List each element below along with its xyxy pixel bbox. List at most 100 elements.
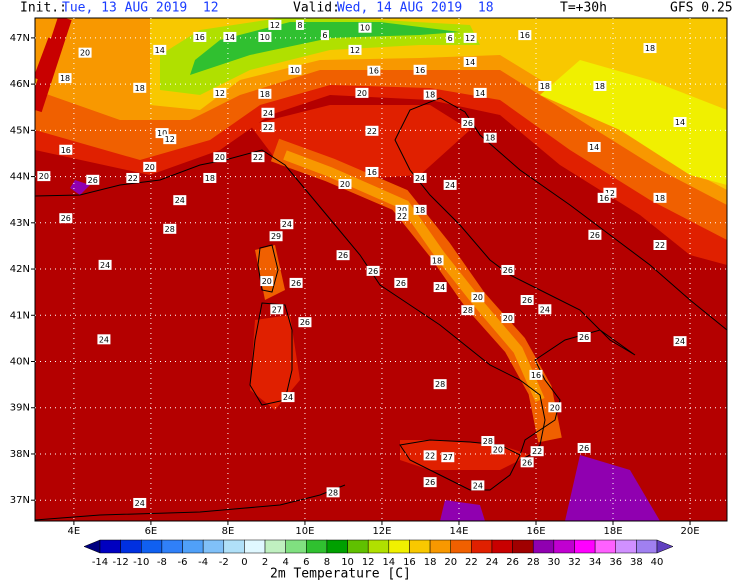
label-box: [463, 56, 477, 67]
temperature-label: 20: [78, 47, 92, 58]
colorbar-tick-label: 32: [568, 557, 581, 568]
y-tick-label: 43N: [10, 218, 30, 229]
label-value: 12: [165, 135, 175, 144]
label-box: [643, 43, 657, 54]
label-box: [395, 210, 409, 221]
label-value: 12: [465, 34, 475, 43]
label-value: 14: [225, 33, 235, 42]
label-value: 26: [579, 444, 589, 453]
temperature-label: 22: [126, 172, 140, 183]
x-tick-label: 6E: [145, 526, 158, 537]
temperature-label: 16: [367, 65, 381, 76]
label-box: [413, 204, 427, 215]
temperature-label: 26: [577, 442, 591, 453]
label-value: 22: [532, 447, 542, 456]
label-box: [320, 30, 329, 41]
label-box: [577, 442, 591, 453]
temperature-label: 14: [587, 141, 601, 152]
x-tick-label: 12E: [372, 526, 391, 537]
temperature-label: 16: [413, 64, 427, 75]
colorbar-bin: [512, 539, 534, 554]
label-box: [269, 231, 283, 242]
label-box: [483, 132, 497, 143]
temperature-label: 8: [295, 19, 304, 30]
label-box: [530, 446, 544, 457]
label-value: 16: [195, 33, 205, 42]
label-box: [289, 277, 303, 288]
temperature-label: 20: [213, 152, 227, 163]
label-box: [213, 87, 227, 98]
label-box: [603, 187, 617, 198]
temperature-label: 14: [153, 44, 167, 55]
label-value: 24: [100, 261, 110, 270]
lead-time: T=+30h: [560, 1, 607, 16]
temperature-label: 26: [336, 250, 350, 261]
temperature-label: 20: [260, 276, 274, 287]
colorbar-tick-label: 14: [382, 557, 395, 568]
label-value: 24: [282, 220, 292, 229]
label-box: [501, 264, 515, 275]
label-value: 27: [443, 453, 453, 462]
label-value: 18: [260, 90, 270, 99]
temperature-label: 24: [538, 304, 552, 315]
label-value: 14: [465, 58, 475, 67]
label-box: [423, 477, 437, 488]
label-box: [673, 336, 687, 347]
colorbar-tick-label: 26: [506, 557, 519, 568]
temperature-label: 12: [163, 134, 177, 145]
colorbar-bin: [574, 539, 596, 554]
label-value: 20: [493, 445, 503, 454]
temperature-label: 18: [58, 73, 72, 84]
label-box: [653, 239, 667, 250]
label-value: 16: [367, 168, 377, 177]
temperature-label: 24: [133, 497, 147, 508]
label-box: [358, 22, 372, 33]
label-value: 26: [463, 119, 473, 128]
temperature-label: 28: [326, 487, 340, 498]
label-value: 12: [350, 46, 360, 55]
label-value: 18: [485, 134, 495, 143]
colorbar-tick-label: -8: [157, 557, 167, 568]
label-box: [430, 255, 444, 266]
temperature-label: 22: [251, 152, 265, 163]
label-value: 12: [270, 21, 280, 30]
label-box: [520, 457, 534, 468]
temperature-label: 14: [673, 117, 687, 128]
label-value: 10: [260, 33, 270, 42]
temperature-label: 18: [538, 80, 552, 91]
temperature-label: 22: [423, 450, 437, 461]
temperature-label: 26: [289, 277, 303, 288]
label-box: [481, 436, 495, 447]
temperature-label: 26: [298, 317, 312, 328]
label-box: [538, 80, 552, 91]
label-value: 18: [425, 91, 435, 100]
label-box: [326, 487, 340, 498]
temperature-label: 20: [37, 171, 51, 182]
temperature-label: 10: [155, 128, 169, 139]
label-value: 20: [215, 153, 225, 162]
temperature-label: 24: [261, 107, 275, 118]
temperature-label: 20: [501, 313, 515, 324]
colorbar-bin: [306, 539, 328, 554]
temperature-label: 20: [548, 402, 562, 413]
colorbar-tick-label: 6: [303, 557, 309, 568]
label-box: [298, 317, 312, 328]
label-box: [261, 107, 275, 118]
label-value: 20: [357, 89, 367, 98]
label-value: 6: [448, 34, 453, 43]
label-value: 26: [396, 279, 406, 288]
label-box: [433, 282, 447, 293]
label-box: [463, 32, 477, 43]
label-value: 26: [300, 318, 310, 327]
colorbar-tick-label: 16: [403, 557, 416, 568]
label-box: [260, 276, 274, 287]
label-value: 28: [328, 488, 338, 497]
label-value: 24: [445, 181, 455, 190]
label-value: 24: [263, 109, 273, 118]
label-value: 8: [297, 21, 302, 30]
temperature-label: 28: [481, 436, 495, 447]
label-value: 20: [80, 49, 90, 58]
label-box: [518, 30, 532, 41]
label-box: [258, 31, 272, 42]
